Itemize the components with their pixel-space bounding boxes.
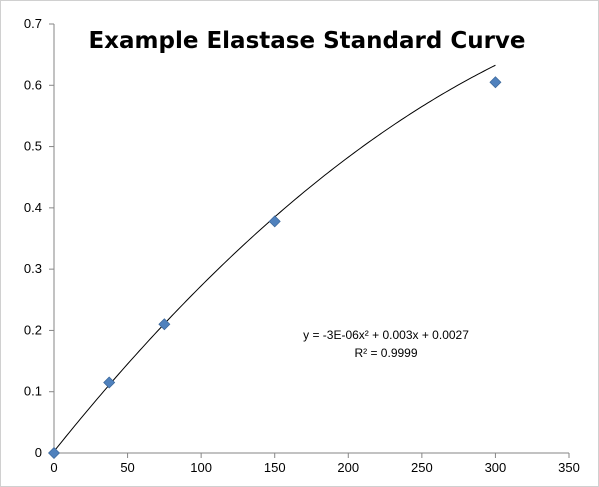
data-point: [268, 215, 281, 228]
x-tick-label: 350: [558, 460, 580, 475]
data-point: [48, 447, 60, 459]
data-points: [48, 76, 502, 459]
y-tick-label: 0.7: [24, 16, 42, 31]
y-tick-label: 0.2: [24, 322, 42, 337]
y-tick-label: 0.6: [24, 77, 42, 92]
x-tick-labels: 0 50 100 150 200 250 300 350: [50, 460, 579, 475]
trendline-group: [53, 64, 496, 452]
x-tick-label: 200: [337, 460, 359, 475]
x-tick-label: 250: [411, 460, 433, 475]
x-tick-label: 100: [190, 460, 212, 475]
x-tick-label: 150: [264, 460, 286, 475]
y-tick-label: 0.4: [24, 200, 42, 215]
y-tick-label: 0.5: [24, 139, 42, 154]
x-tick-label: 300: [485, 460, 507, 475]
y-tick-label: 0: [35, 445, 42, 460]
x-tick-label: 50: [120, 460, 134, 475]
y-tick-label: 0.1: [24, 384, 42, 399]
x-tick-label: 0: [50, 460, 57, 475]
trendline-equation: y = -3E-06x² + 0.003x + 0.0027: [303, 328, 469, 342]
y-tick-labels: 0 0.1 0.2 0.3 0.4 0.5 0.6 0.7: [24, 16, 42, 460]
data-point: [103, 376, 116, 389]
chart-title: Example Elastase Standard Curve: [88, 28, 525, 54]
data-point: [158, 318, 171, 331]
y-tick-label: 0.3: [24, 261, 42, 276]
trendline: [53, 64, 496, 452]
axes: [49, 23, 570, 458]
r-squared-label: R² = 0.9999: [354, 346, 417, 360]
data-point: [489, 76, 502, 89]
